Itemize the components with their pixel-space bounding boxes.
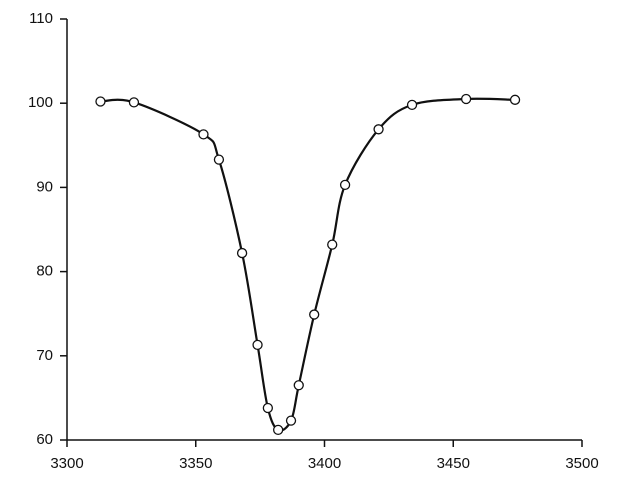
line — [100, 97, 516, 432]
point — [95, 96, 106, 107]
point — [309, 309, 320, 320]
x-tick-label: 3300 — [50, 455, 83, 472]
y-tick-label: 110 — [29, 10, 53, 27]
point — [198, 129, 209, 140]
point — [509, 94, 521, 105]
y-tick-label: 90 — [36, 178, 53, 195]
x-tick-label: 3400 — [308, 455, 341, 472]
y-tick-label: 80 — [36, 263, 53, 280]
y-tick-label: 60 — [36, 431, 53, 448]
point — [406, 99, 418, 111]
point — [460, 93, 472, 105]
point — [293, 380, 304, 391]
point — [327, 239, 338, 250]
point — [262, 402, 274, 414]
point — [236, 247, 248, 259]
point — [285, 415, 297, 426]
point — [272, 424, 284, 436]
x-tick-label: 3350 — [179, 455, 212, 472]
y-tick-label: 100 — [28, 94, 53, 111]
point — [128, 97, 140, 108]
x-tick-label: 3450 — [437, 455, 470, 472]
point — [373, 124, 384, 135]
point — [213, 154, 225, 165]
point — [339, 179, 351, 191]
point — [252, 339, 263, 351]
x-tick-label: 3500 — [565, 455, 598, 472]
y-tick-label: 70 — [36, 347, 53, 364]
